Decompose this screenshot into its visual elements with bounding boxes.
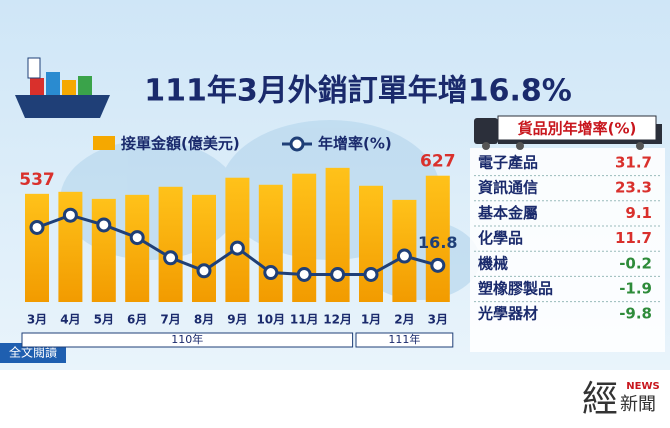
line-point (363, 266, 379, 282)
read-button-label[interactable]: 全文閱讀 (9, 345, 57, 360)
bar (258, 184, 283, 302)
x-tick-label: 3月 (428, 313, 448, 327)
bar-value-label: 627 (420, 152, 456, 172)
row-value: 9.1 (625, 204, 652, 222)
row-value: 23.3 (615, 179, 652, 197)
row-label: 光學器材 (477, 305, 538, 323)
x-tick-label: 4月 (60, 313, 80, 327)
x-tick-label: 11月 (290, 313, 319, 327)
table-panel (470, 148, 665, 352)
row-label: 基本金屬 (477, 204, 538, 222)
bar (25, 193, 49, 302)
line-point (163, 250, 179, 266)
line-value-label: 16.8 (418, 233, 457, 252)
year-band (355, 332, 454, 348)
bar (225, 177, 250, 302)
row-value: 11.7 (615, 229, 652, 247)
line-point (129, 230, 145, 246)
x-tick-label: 10月 (256, 313, 285, 327)
line-point (62, 207, 78, 223)
bar (192, 194, 216, 302)
year-band (21, 332, 354, 348)
row-value: -1.9 (619, 280, 652, 298)
logo-main: 經 (582, 379, 618, 420)
legend-marker (289, 136, 305, 152)
x-tick-label: 3月 (27, 313, 47, 327)
row-label: 資訊通信 (478, 179, 538, 197)
bar (425, 175, 450, 302)
read-button[interactable] (0, 343, 66, 363)
x-tick-label: 8月 (194, 313, 214, 327)
bar-value-label: 537 (19, 170, 55, 190)
legend-label: 接單金額(億美元) (121, 135, 240, 153)
legend-swatch (93, 136, 115, 150)
line-point (296, 266, 312, 282)
logo-sub: 新聞 (620, 394, 656, 415)
year-label: 111年 (388, 332, 420, 346)
x-tick-label: 7月 (160, 313, 180, 327)
row-label: 化學品 (478, 229, 523, 247)
bar (91, 198, 116, 302)
x-tick-label: 12月 (323, 313, 352, 327)
line-point (229, 240, 245, 256)
chart-title: 111年3月外銷訂單年增16.8% (144, 74, 572, 109)
year-label: 110年 (171, 332, 203, 346)
bar (158, 186, 183, 302)
ship-icon (15, 57, 110, 118)
bar (359, 185, 383, 302)
line-point (263, 265, 279, 281)
row-label: 塑橡膠製品 (478, 280, 553, 298)
line-point (29, 219, 45, 235)
legend-label: 年增率(%) (318, 135, 392, 153)
row-label: 機械 (478, 254, 508, 272)
line-point (330, 266, 346, 282)
bar (125, 194, 150, 302)
table-title-box (497, 115, 657, 141)
line-point (430, 257, 446, 273)
x-tick-label: 1月 (361, 313, 381, 327)
table-title: 貨品別年增率(%) (518, 120, 637, 138)
footer (0, 370, 670, 424)
line-point (396, 248, 412, 264)
line-point (96, 217, 112, 233)
x-tick-label: 6月 (127, 313, 147, 327)
row-label: 電子產品 (478, 154, 538, 172)
x-tick-label: 2月 (394, 313, 414, 327)
x-tick-label: 5月 (94, 313, 114, 327)
x-tick-label: 9月 (227, 313, 247, 327)
logo-tag: NEWS (626, 381, 659, 392)
row-value: -9.8 (619, 305, 652, 323)
bar (292, 173, 317, 302)
line-point (196, 263, 212, 279)
row-value: 31.7 (615, 154, 652, 172)
row-value: -0.2 (619, 254, 652, 272)
